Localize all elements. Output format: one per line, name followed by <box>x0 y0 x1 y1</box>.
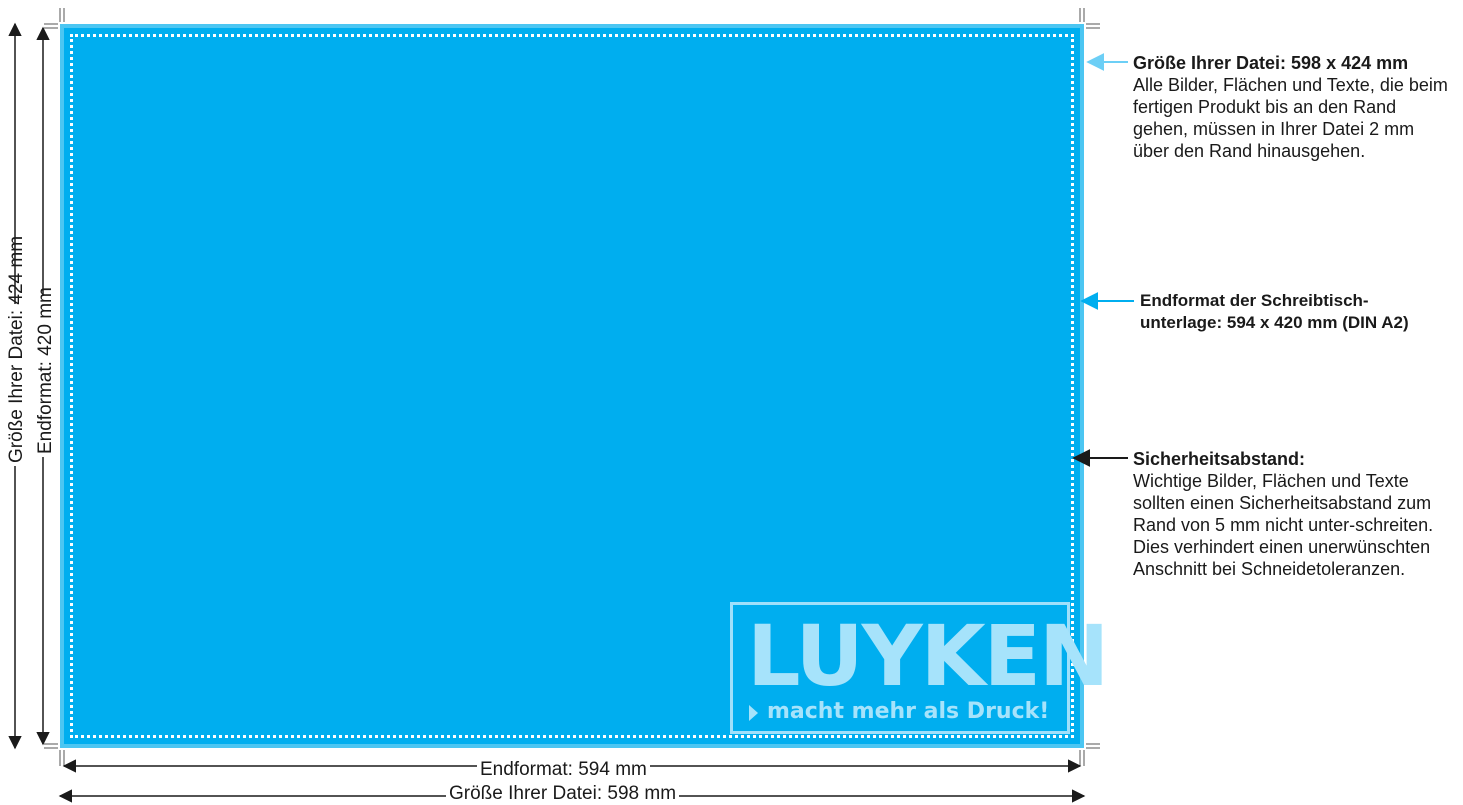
safety-margin-frame <box>70 34 1074 738</box>
final-format-line2: unterlage: 594 x 420 mm (DIN A2) <box>1140 313 1409 332</box>
final-format-note: Endformat der Schreibtisch- unterlage: 5… <box>1140 290 1460 334</box>
file-size-note-title: Größe Ihrer Datei: 598 x 424 mm <box>1133 53 1409 73</box>
crop-marks <box>44 8 1100 766</box>
trim-area <box>64 28 1080 744</box>
logo-tagline: macht mehr als Druck! <box>767 699 1050 724</box>
height-file-label: Größe Ihrer Datei: 424 mm <box>6 236 27 466</box>
luyken-logo: LUYKEN macht mehr als Druck! <box>730 602 1109 734</box>
height-trim-label: Endformat: 420 mm <box>35 287 56 457</box>
logo-wordmark: LUYKEN <box>747 607 1109 705</box>
file-size-note-body: Alle Bilder, Flächen und Texte, die beim… <box>1133 75 1448 161</box>
width-file-label: Größe Ihrer Datei: 598 mm <box>446 784 680 804</box>
safety-margin-note-body: Wichtige Bilder, Flächen und Texte sollt… <box>1133 471 1434 579</box>
safety-margin-note: Sicherheitsabstand: Wichtige Bilder, Flä… <box>1133 448 1453 580</box>
width-trim-label: Endformat: 594 mm <box>477 760 650 780</box>
file-size-note: Größe Ihrer Datei: 598 x 424 mm Alle Bil… <box>1133 52 1453 162</box>
final-format-line1: Endformat der Schreibtisch- <box>1140 291 1369 310</box>
play-arrow-icon <box>749 705 758 721</box>
safety-margin-note-title: Sicherheitsabstand: <box>1133 449 1306 469</box>
